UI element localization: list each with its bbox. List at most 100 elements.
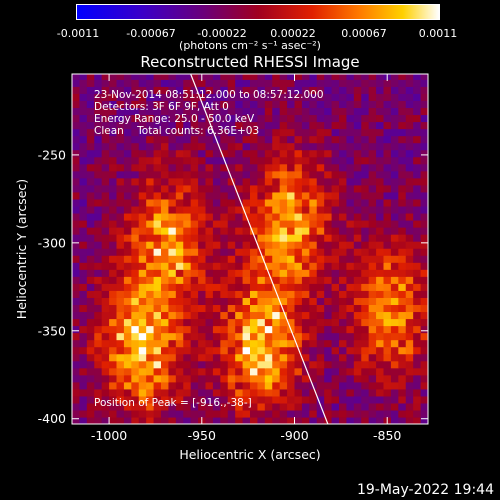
heatmap-pixel	[272, 416, 281, 424]
heatmap-pixel	[287, 191, 296, 200]
heatmap-pixel	[316, 170, 325, 179]
heatmap-pixel	[264, 339, 273, 348]
heatmap-pixel	[316, 227, 325, 235]
heatmap-pixel	[116, 79, 125, 87]
heatmap-pixel	[109, 381, 118, 390]
colorbar-unit-label: (photons cm⁻² s⁻¹ asec⁻²)	[179, 39, 321, 52]
heatmap-pixel	[264, 318, 273, 327]
heatmap-pixel	[368, 219, 377, 228]
heatmap-pixel	[86, 156, 95, 165]
heatmap-pixel	[227, 107, 236, 116]
heatmap-pixel	[420, 318, 428, 327]
heatmap-pixel	[168, 234, 177, 242]
heatmap-pixel	[190, 276, 199, 284]
heatmap-pixel	[390, 212, 399, 221]
heatmap-pixel	[242, 205, 251, 214]
heatmap-pixel	[235, 367, 244, 376]
heatmap-pixel	[190, 325, 199, 334]
heatmap-pixel	[413, 93, 422, 101]
heatmap-pixel	[309, 100, 318, 109]
heatmap-pixel	[146, 177, 155, 186]
heatmap-pixel	[390, 304, 399, 313]
heatmap-pixel	[109, 318, 118, 327]
heatmap-pixel	[94, 107, 103, 116]
heatmap-pixel	[168, 121, 177, 130]
heatmap-pixel	[376, 332, 385, 341]
heatmap-pixel	[316, 262, 325, 270]
heatmap-pixel	[420, 262, 428, 270]
heatmap-pixel	[190, 234, 199, 242]
heatmap-pixel	[316, 163, 325, 172]
heatmap-pixel	[316, 114, 325, 123]
heatmap-pixel	[198, 156, 207, 165]
heatmap-pixel	[138, 93, 147, 101]
heatmap-pixel	[250, 184, 259, 193]
heatmap-pixel	[183, 353, 192, 362]
heatmap-pixel	[212, 205, 221, 214]
heatmap-pixel	[383, 276, 392, 284]
heatmap-pixel	[227, 212, 236, 221]
heatmap-pixel	[294, 332, 303, 341]
heatmap-pixel	[183, 374, 192, 383]
heatmap-pixel	[109, 149, 118, 158]
heatmap-pixel	[346, 128, 355, 137]
heatmap-pixel	[94, 241, 103, 249]
heatmap-pixel	[294, 402, 303, 411]
heatmap-pixel	[220, 402, 229, 411]
heatmap-pixel	[94, 276, 103, 284]
heatmap-pixel	[331, 149, 340, 158]
heatmap-pixel	[212, 114, 221, 123]
heatmap-pixel	[346, 107, 355, 116]
heatmap-pixel	[339, 402, 348, 411]
heatmap-pixel	[272, 142, 281, 151]
heatmap-pixel	[339, 367, 348, 376]
heatmap-pixel	[376, 135, 385, 144]
heatmap-pixel	[279, 388, 288, 397]
heatmap-pixel	[153, 409, 162, 418]
heatmap-pixel	[316, 107, 325, 116]
heatmap-pixel	[220, 304, 229, 313]
heatmap-pixel	[168, 353, 177, 362]
heatmap-pixel	[183, 381, 192, 390]
heatmap-pixel	[420, 205, 428, 214]
heatmap-pixel	[346, 86, 355, 94]
heatmap-pixel	[109, 212, 118, 221]
heatmap-pixel	[183, 262, 192, 270]
heatmap-pixel	[138, 283, 147, 291]
heatmap-pixel	[86, 269, 95, 277]
heatmap-pixel	[413, 318, 422, 327]
heatmap-pixel	[138, 402, 147, 411]
heatmap-pixel	[294, 93, 303, 101]
heatmap-pixel	[257, 107, 266, 116]
heatmap-pixel	[420, 163, 428, 172]
heatmap-pixel	[250, 297, 259, 306]
heatmap-pixel	[339, 283, 348, 291]
heatmap-pixel	[138, 325, 147, 334]
heatmap-pixel	[264, 198, 273, 207]
heatmap-pixel	[257, 318, 266, 327]
heatmap-pixel	[294, 212, 303, 221]
heatmap-pixel	[405, 346, 414, 355]
heatmap-pixel	[86, 381, 95, 390]
heatmap-pixel	[146, 198, 155, 207]
heatmap-pixel	[198, 86, 207, 94]
heatmap-pixel	[301, 367, 310, 376]
heatmap-pixel	[383, 346, 392, 355]
heatmap-pixel	[294, 219, 303, 228]
heatmap-pixel	[138, 409, 147, 418]
heatmap-pixel	[353, 142, 362, 151]
heatmap-pixel	[123, 93, 132, 101]
heatmap-pixel	[123, 135, 132, 144]
heatmap-pixel	[235, 269, 244, 277]
heatmap-pixel	[272, 290, 281, 298]
heatmap-pixel	[153, 304, 162, 313]
heatmap-pixel	[109, 205, 118, 214]
heatmap-pixel	[316, 304, 325, 313]
heatmap-pixel	[109, 156, 118, 165]
heatmap-pixel	[272, 388, 281, 397]
heatmap-pixel	[242, 255, 251, 263]
heatmap-pixel	[72, 142, 81, 151]
heatmap-pixel	[331, 318, 340, 327]
heatmap-pixel	[316, 241, 325, 249]
heatmap-pixel	[205, 128, 214, 137]
